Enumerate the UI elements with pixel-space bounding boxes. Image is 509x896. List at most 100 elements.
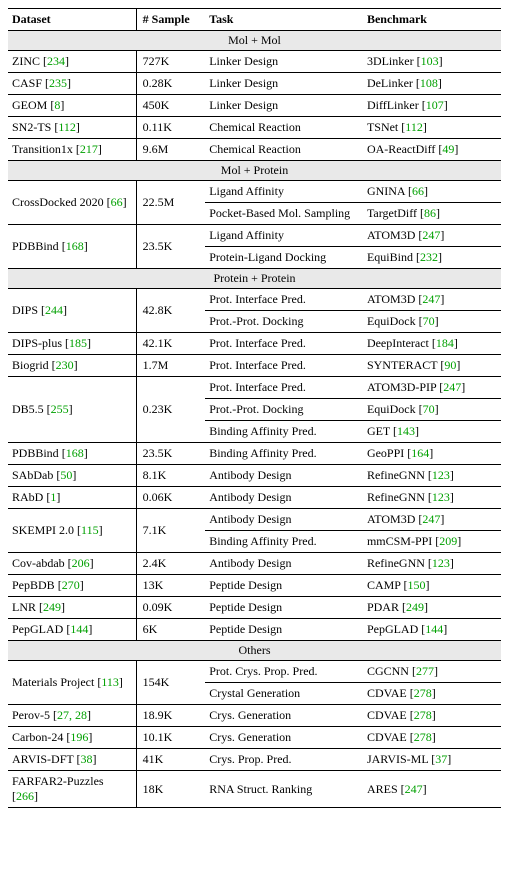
citation-link[interactable]: 8: [54, 98, 60, 112]
task-cell: Linker Design: [205, 95, 363, 117]
citation-link[interactable]: 150: [408, 578, 426, 592]
citation-link[interactable]: 266: [16, 789, 34, 803]
task-cell: Protein-Ligand Docking: [205, 247, 363, 269]
citation-link[interactable]: 108: [420, 76, 438, 90]
benchmark-cell: RefineGNN [123]: [363, 487, 501, 509]
citation-link[interactable]: 244: [45, 303, 63, 317]
dataset-cell: DB5.5 [255]: [8, 377, 136, 443]
table-row: FARFAR2-Puzzles [266]18KRNA Struct. Rank…: [8, 771, 501, 808]
citation-link[interactable]: 112: [405, 120, 423, 134]
citation-link[interactable]: 249: [43, 600, 61, 614]
dataset-cell: CrossDocked 2020 [66]: [8, 181, 136, 225]
benchmark-cell: DeLinker [108]: [363, 73, 501, 95]
citation-link[interactable]: 123: [432, 490, 450, 504]
sample-cell: 22.5M: [136, 181, 205, 225]
citation-link[interactable]: 247: [422, 228, 440, 242]
citation-link[interactable]: 249: [406, 600, 424, 614]
citation-link[interactable]: 168: [66, 446, 84, 460]
citation-link[interactable]: 277: [416, 664, 434, 678]
task-cell: Pocket-Based Mol. Sampling: [205, 203, 363, 225]
dataset-cell: SAbDab [50]: [8, 465, 136, 487]
citation-link[interactable]: 217: [80, 142, 98, 156]
citation-link[interactable]: 123: [432, 556, 450, 570]
dataset-cell: PDBBind [168]: [8, 443, 136, 465]
citation-link[interactable]: 27, 28: [57, 708, 87, 722]
citation-link[interactable]: 144: [425, 622, 443, 636]
dataset-table: Dataset # Sample Task Benchmark Mol + Mo…: [8, 8, 501, 808]
citation-link[interactable]: 247: [422, 512, 440, 526]
benchmark-cell: DiffLinker [107]: [363, 95, 501, 117]
dataset-cell: FARFAR2-Puzzles [266]: [8, 771, 136, 808]
citation-link[interactable]: 49: [442, 142, 454, 156]
citation-link[interactable]: 278: [414, 730, 432, 744]
citation-link[interactable]: 185: [69, 336, 87, 350]
benchmark-cell: CDVAE [278]: [363, 705, 501, 727]
benchmark-cell: GeoPPI [164]: [363, 443, 501, 465]
header-benchmark: Benchmark: [363, 9, 501, 31]
table-row: PDBBind [168]23.5KLigand AffinityATOM3D …: [8, 225, 501, 247]
citation-link[interactable]: 168: [66, 239, 84, 253]
sample-cell: 10.1K: [136, 727, 205, 749]
task-cell: Binding Affinity Pred.: [205, 531, 363, 553]
dataset-cell: ARVIS-DFT [38]: [8, 749, 136, 771]
citation-link[interactable]: 230: [56, 358, 74, 372]
benchmark-cell: RefineGNN [123]: [363, 553, 501, 575]
sample-cell: 450K: [136, 95, 205, 117]
sample-cell: 42.1K: [136, 333, 205, 355]
table-row: DB5.5 [255]0.23KProt. Interface Pred.ATO…: [8, 377, 501, 399]
citation-link[interactable]: 115: [81, 523, 99, 537]
citation-link[interactable]: 184: [436, 336, 454, 350]
citation-link[interactable]: 112: [58, 120, 76, 134]
citation-link[interactable]: 37: [435, 752, 447, 766]
table-row: PepBDB [270]13KPeptide DesignCAMP [150]: [8, 575, 501, 597]
citation-link[interactable]: 70: [423, 314, 435, 328]
task-cell: Ligand Affinity: [205, 225, 363, 247]
citation-link[interactable]: 235: [49, 76, 67, 90]
table-row: Carbon-24 [196]10.1KCrys. GenerationCDVA…: [8, 727, 501, 749]
citation-link[interactable]: 90: [444, 358, 456, 372]
citation-link[interactable]: 278: [414, 686, 432, 700]
citation-link[interactable]: 270: [62, 578, 80, 592]
citation-link[interactable]: 107: [426, 98, 444, 112]
citation-link[interactable]: 144: [70, 622, 88, 636]
citation-link[interactable]: 66: [111, 195, 123, 209]
citation-link[interactable]: 66: [412, 184, 424, 198]
header-dataset: Dataset: [8, 9, 136, 31]
sample-cell: 2.4K: [136, 553, 205, 575]
citation-link[interactable]: 247: [443, 380, 461, 394]
table-row: Perov-5 [27, 28]18.9KCrys. GenerationCDV…: [8, 705, 501, 727]
citation-link[interactable]: 123: [432, 468, 450, 482]
citation-link[interactable]: 232: [420, 250, 438, 264]
citation-link[interactable]: 38: [81, 752, 93, 766]
citation-link[interactable]: 278: [414, 708, 432, 722]
section-title: Others: [8, 641, 501, 661]
benchmark-cell: JARVIS-ML [37]: [363, 749, 501, 771]
citation-link[interactable]: 103: [421, 54, 439, 68]
citation-link[interactable]: 50: [60, 468, 72, 482]
citation-link[interactable]: 1: [50, 490, 56, 504]
task-cell: Crystal Generation: [205, 683, 363, 705]
task-cell: Prot. Interface Pred.: [205, 377, 363, 399]
citation-link[interactable]: 209: [439, 534, 457, 548]
citation-link[interactable]: 206: [72, 556, 90, 570]
dataset-cell: Cov-abdab [206]: [8, 553, 136, 575]
citation-link[interactable]: 247: [422, 292, 440, 306]
task-cell: Prot. Interface Pred.: [205, 289, 363, 311]
table-row: GEOM [8]450KLinker DesignDiffLinker [107…: [8, 95, 501, 117]
citation-link[interactable]: 164: [411, 446, 429, 460]
table-row: LNR [249]0.09KPeptide DesignPDAR [249]: [8, 597, 501, 619]
citation-link[interactable]: 247: [405, 782, 423, 796]
task-cell: Binding Affinity Pred.: [205, 421, 363, 443]
citation-link[interactable]: 234: [47, 54, 65, 68]
table-row: ARVIS-DFT [38]41KCrys. Prop. Pred.JARVIS…: [8, 749, 501, 771]
citation-link[interactable]: 113: [101, 675, 119, 689]
citation-link[interactable]: 255: [51, 402, 69, 416]
citation-link[interactable]: 70: [423, 402, 435, 416]
citation-link[interactable]: 143: [397, 424, 415, 438]
sample-cell: 41K: [136, 749, 205, 771]
table-row: Transition1x [217]9.6MChemical ReactionO…: [8, 139, 501, 161]
benchmark-cell: CGCNN [277]: [363, 661, 501, 683]
task-cell: Peptide Design: [205, 597, 363, 619]
citation-link[interactable]: 86: [424, 206, 436, 220]
citation-link[interactable]: 196: [70, 730, 88, 744]
